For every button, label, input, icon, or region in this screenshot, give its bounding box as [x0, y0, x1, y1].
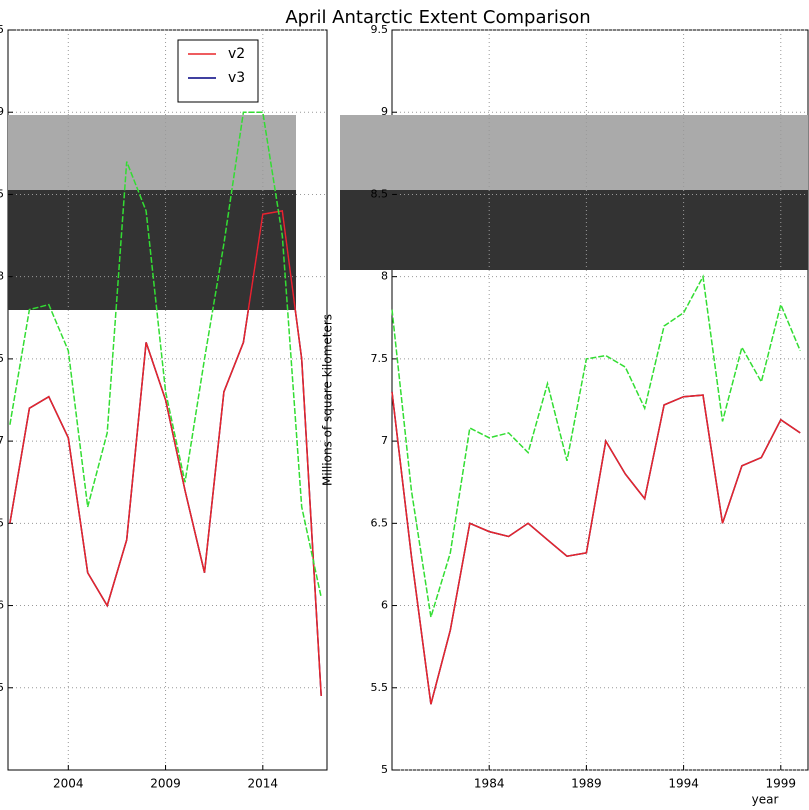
y-tick-label: 6.5 — [371, 516, 389, 529]
y-tick-label: 7 — [0, 434, 4, 447]
legend-label: v3 — [228, 70, 245, 86]
series-line — [9, 111, 322, 598]
y-tick-label: 8.5 — [371, 187, 389, 200]
x-tick-label: 1984 — [474, 777, 505, 791]
x-tick-label: 1994 — [668, 777, 699, 791]
x-tick-label: 1989 — [571, 777, 602, 791]
series-line — [9, 210, 322, 697]
glitch-band — [8, 115, 296, 190]
series-line — [391, 391, 801, 705]
chart-title: April Antarctic Extent Comparison — [285, 7, 590, 28]
x-tick-label: 2004 — [53, 777, 84, 791]
y-tick-label: 5.5 — [371, 681, 389, 694]
y-tick-label: 6.5 — [0, 516, 4, 529]
glitch-bands — [8, 115, 808, 310]
y-tick-label: 8 — [381, 270, 388, 283]
y-tick-label: 9 — [381, 105, 388, 118]
glitch-band — [340, 190, 808, 270]
y-tick-label: 9.5 — [371, 23, 389, 36]
y-tick-label: 6 — [0, 599, 4, 612]
y-tick-label: 9.5 — [0, 23, 4, 36]
y-tick-label: 7 — [381, 434, 388, 447]
glitch-band — [8, 190, 296, 310]
x-tick-label: 1999 — [766, 777, 797, 791]
x-axis-label: year — [752, 793, 779, 807]
y-tick-label: 8.5 — [0, 187, 4, 200]
y-tick-label: 8 — [0, 270, 4, 283]
y-tick-label: 5 — [381, 763, 388, 776]
series-line — [391, 274, 801, 618]
legend-box — [177, 39, 259, 103]
y-tick-label: 7.5 — [0, 352, 4, 365]
left-frame — [7, 29, 328, 771]
x-tick-label: 2009 — [150, 777, 181, 791]
y-axis-label: Millions of square kilometers — [321, 314, 335, 486]
y-tick-label: 6 — [381, 599, 388, 612]
glitch-band — [340, 115, 808, 190]
x-tick-label: 2014 — [248, 777, 279, 791]
y-tick-label: 9 — [0, 105, 4, 118]
legend-label: v2 — [228, 46, 245, 62]
y-tick-label: 5.5 — [0, 681, 4, 694]
y-tick-label: 7.5 — [371, 352, 389, 365]
